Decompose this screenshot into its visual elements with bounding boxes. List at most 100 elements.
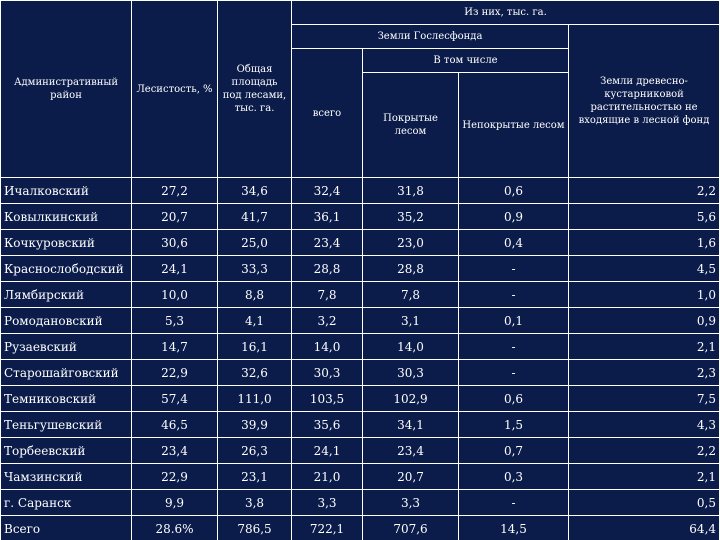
shrub-cell: 2,2 <box>567 177 720 204</box>
shrub-cell: 2,3 <box>567 359 720 386</box>
covered-cell: 31,8 <box>362 177 459 204</box>
uncovered-cell: 0,4 <box>458 229 569 256</box>
forest-cover-cell: 27,2 <box>131 177 218 204</box>
total-area-cell: 3,8 <box>217 489 292 516</box>
forest-cover-cell: 10,0 <box>131 281 218 308</box>
covered-cell: 30,3 <box>362 359 459 386</box>
total-area-cell: 26,3 <box>217 437 292 464</box>
district-cell: Всего <box>0 515 132 540</box>
uncovered-cell: 0,6 <box>458 177 569 204</box>
uncovered-cell: 14,5 <box>458 515 569 540</box>
header-forest-cover: Лесистость, % <box>131 0 218 178</box>
district-cell: Кочкуровский <box>0 229 132 256</box>
covered-cell: 707,6 <box>362 515 459 540</box>
forest-cover-cell: 9,9 <box>131 489 218 516</box>
total-area-cell: 34,6 <box>217 177 292 204</box>
shrub-cell: 1,0 <box>567 281 720 308</box>
table-row: Кочкуровский 30,6 25,0 23,4 23,0 0,4 1,6 <box>0 229 720 256</box>
total-area-cell: 33,3 <box>217 255 292 282</box>
state-fund-total-cell: 722,1 <box>291 515 363 540</box>
total-area-cell: 4,1 <box>217 307 292 334</box>
uncovered-cell: - <box>458 333 569 360</box>
table-row: Лямбирский 10,0 8,8 7,8 7,8-1,0 <box>0 281 720 308</box>
total-area-cell: 16,1 <box>217 333 292 360</box>
total-area-cell: 8,8 <box>217 281 292 308</box>
table-row: Краснослободский 24,1 33,3 28,8 28,8-4,5 <box>0 255 720 282</box>
table-row: Ромодановский 5,3 4,1 3,2 3,1 0,1 0,9 <box>0 307 720 334</box>
forest-cover-cell: 23,4 <box>131 437 218 464</box>
total-area-cell: 39,9 <box>217 411 292 438</box>
covered-cell: 20,7 <box>362 463 459 490</box>
district-cell: Торбеевский <box>0 437 132 464</box>
state-fund-total-cell: 36,1 <box>291 203 363 230</box>
table-row: Торбеевский 23,4 26,3 24,1 23,4 0,7 2,2 <box>0 437 720 464</box>
uncovered-cell: 0,3 <box>458 463 569 490</box>
covered-cell: 14,0 <box>362 333 459 360</box>
district-cell: Темниковский <box>0 385 132 412</box>
uncovered-cell: - <box>458 359 569 386</box>
state-fund-total-cell: 7,8 <box>291 281 363 308</box>
uncovered-cell: 0,9 <box>458 203 569 230</box>
shrub-cell: 1,6 <box>567 229 720 256</box>
state-fund-total-cell: 3,3 <box>291 489 363 516</box>
header-district: Административный район <box>0 0 132 178</box>
uncovered-cell: - <box>458 281 569 308</box>
uncovered-cell: 0,7 <box>458 437 569 464</box>
forest-cover-cell: 22,9 <box>131 359 218 386</box>
covered-cell: 7,8 <box>362 281 459 308</box>
state-fund-total-cell: 3,2 <box>291 307 363 334</box>
forest-cover-cell: 30,6 <box>131 229 218 256</box>
table-row: Чамзинский 22,9 23,1 21,0 20,7 0,3 2,1 <box>0 463 720 490</box>
covered-cell: 28,8 <box>362 255 459 282</box>
table-row: Ичалковский 27,2 34,6 32,4 31,8 0,6 2,2 <box>0 177 720 204</box>
district-cell: Рузаевский <box>0 333 132 360</box>
district-cell: Ичалковский <box>0 177 132 204</box>
covered-cell: 34,1 <box>362 411 459 438</box>
state-fund-total-cell: 14,0 <box>291 333 363 360</box>
shrub-cell: 64,4 <box>567 515 720 540</box>
covered-cell: 102,9 <box>362 385 459 412</box>
forest-cover-cell: 5,3 <box>131 307 218 334</box>
state-fund-total-cell: 28,8 <box>291 255 363 282</box>
shrub-cell: 0,5 <box>567 489 720 516</box>
state-fund-total-cell: 103,5 <box>291 385 363 412</box>
uncovered-cell: 1,5 <box>458 411 569 438</box>
shrub-cell: 2,1 <box>567 463 720 490</box>
uncovered-cell: 0,1 <box>458 307 569 334</box>
header-covered: Покрытые лесом <box>362 72 459 178</box>
table-row: Ковылкинский 20,7 41,7 36,1 35,2 0,9 5,6 <box>0 203 720 230</box>
total-area-cell: 32,6 <box>217 359 292 386</box>
state-fund-total-cell: 32,4 <box>291 177 363 204</box>
district-cell: Ромодановский <box>0 307 132 334</box>
shrub-cell: 5,6 <box>567 203 720 230</box>
state-fund-total-cell: 21,0 <box>291 463 363 490</box>
state-fund-total-cell: 24,1 <box>291 437 363 464</box>
district-cell: Старошайговский <box>0 359 132 386</box>
header-total: всего <box>291 48 363 178</box>
header-row-2: Земли Гослесфонда Земли древесно-кустарн… <box>1 24 720 178</box>
district-cell: Чамзинский <box>0 463 132 490</box>
covered-cell: 23,4 <box>362 437 459 464</box>
district-cell: Ковылкинский <box>0 203 132 230</box>
covered-cell: 3,3 <box>362 489 459 516</box>
shrub-cell: 7,5 <box>567 385 720 412</box>
uncovered-cell: - <box>458 255 569 282</box>
header-total-area: Общая площадь под лесами, тыс. га. <box>217 0 292 178</box>
total-area-cell: 23,1 <box>217 463 292 490</box>
shrub-cell: 4,5 <box>567 255 720 282</box>
covered-cell: 3,1 <box>362 307 459 334</box>
header-including: В том числе <box>362 48 569 73</box>
state-fund-total-cell: 30,3 <box>291 359 363 386</box>
forest-cover-cell: 28.6% <box>131 515 218 540</box>
total-area-cell: 111,0 <box>217 385 292 412</box>
header-uncovered: Непокрытые лесом <box>458 72 569 178</box>
table-row: Темниковский 57,4 111,0 103,5 102,9 0,6 7,5 <box>0 385 720 412</box>
header-row-1: Административный район Лесистость, % Общ… <box>0 0 720 178</box>
shrub-cell: 2,2 <box>567 437 720 464</box>
district-cell: Лямбирский <box>0 281 132 308</box>
total-area-cell: 786,5 <box>217 515 292 540</box>
total-area-cell: 41,7 <box>217 203 292 230</box>
header-state-fund: Земли Гослесфонда <box>291 24 569 49</box>
